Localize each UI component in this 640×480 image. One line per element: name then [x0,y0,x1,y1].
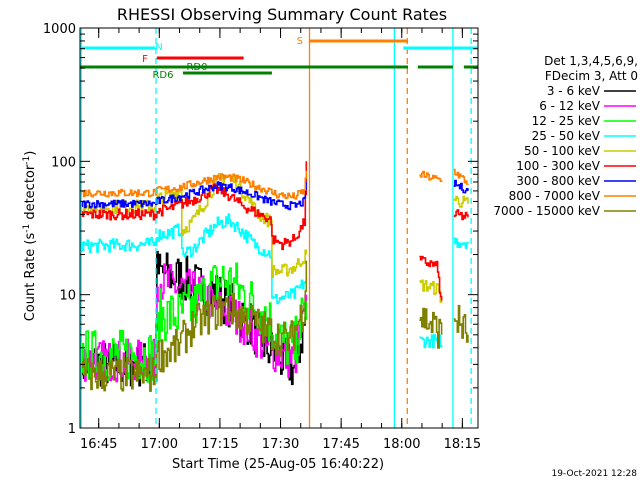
event-lines [80,28,472,428]
series-6-segment-1 [80,161,308,251]
x-tick-label-5: 17:45 [322,437,359,452]
series-8-segment-1 [80,170,308,200]
series-8-segment-3 [453,168,469,185]
state-label-f: F [142,54,148,65]
y-tick-label-4: 1000 [43,22,76,37]
series-4-segment-1 [80,213,308,305]
legend-header-line-1: Det 1,3,4,5,6,9, [544,54,638,68]
x-axis-label: Start Time (25-Aug-05 16:40:22) [172,457,384,472]
series-5-segment-2 [419,279,443,303]
series-8-segment-2 [419,170,443,183]
legend-label-9: 7000 - 15000 keV [493,204,600,218]
y-label-sup-1: -1 [22,224,32,233]
legend-label-4: 25 - 50 keV [532,129,601,143]
legend-label-5: 50 - 100 keV [524,144,601,158]
legend-label-2: 6 - 12 keV [539,99,601,113]
state-label-n: N [155,42,162,53]
series-4-segment-3 [453,237,469,249]
series-3-segment-1 [80,262,308,383]
legend-label-3: 12 - 25 keV [532,114,601,128]
timestamp: 19-Oct-2021 12:28 [552,469,638,479]
plot-frame [79,27,479,429]
x-tick-label-7: 18:15 [444,437,481,452]
legend-label-8: 800 - 7000 keV [509,189,601,203]
state-bars: NF RD0 RD6 S [80,36,478,81]
series-9-segment-1 [80,260,308,392]
y-label-sup-2: -1 [22,156,32,165]
series-6-segment-2 [419,255,443,301]
series-5-segment-3 [453,195,469,208]
plot-data [80,161,469,392]
series-9-segment-2 [419,307,443,349]
x-tick-label-3: 17:15 [201,437,238,452]
state-label-s: S [297,36,303,47]
legend-label-7: 300 - 800 keV [516,174,600,188]
y-tick-label-3: 100 [51,155,76,170]
x-tick-label-1: 16:45 [80,437,117,452]
series-9-segment-3 [453,304,469,343]
state-label-rd0: RD0 [186,62,207,73]
y-label-part-2: detector [23,164,38,224]
axes: 1 10 100 1000 16:45 17:00 17:15 17:30 17:45 18:00… [43,22,481,452]
state-label-rd6: RD6 [152,70,173,81]
x-tick-label-6: 18:00 [383,437,420,452]
series-7-segment-1 [80,181,308,211]
y-label-part-1: Count Rate (s [23,233,38,322]
legend-label-6: 100 - 300 keV [516,159,600,173]
series-6-segment-3 [453,209,469,221]
legend-label-1: 3 - 6 keV [547,84,601,98]
legend-header-line-2: FDecim 3, Att 0 [545,69,638,83]
chart-title: RHESSI Observing Summary Count Rates [117,5,447,24]
y-tick-label-2: 10 [59,289,76,304]
x-tick-label-4: 17:30 [262,437,299,452]
y-axis-label: Count Rate (s-1 detector-1) [22,151,38,322]
y-label-part-3: ) [23,151,38,156]
series-7-segment-2 [453,179,469,194]
x-tick-label-2: 17:00 [141,437,178,452]
y-tick-label-1: 1 [68,422,76,437]
